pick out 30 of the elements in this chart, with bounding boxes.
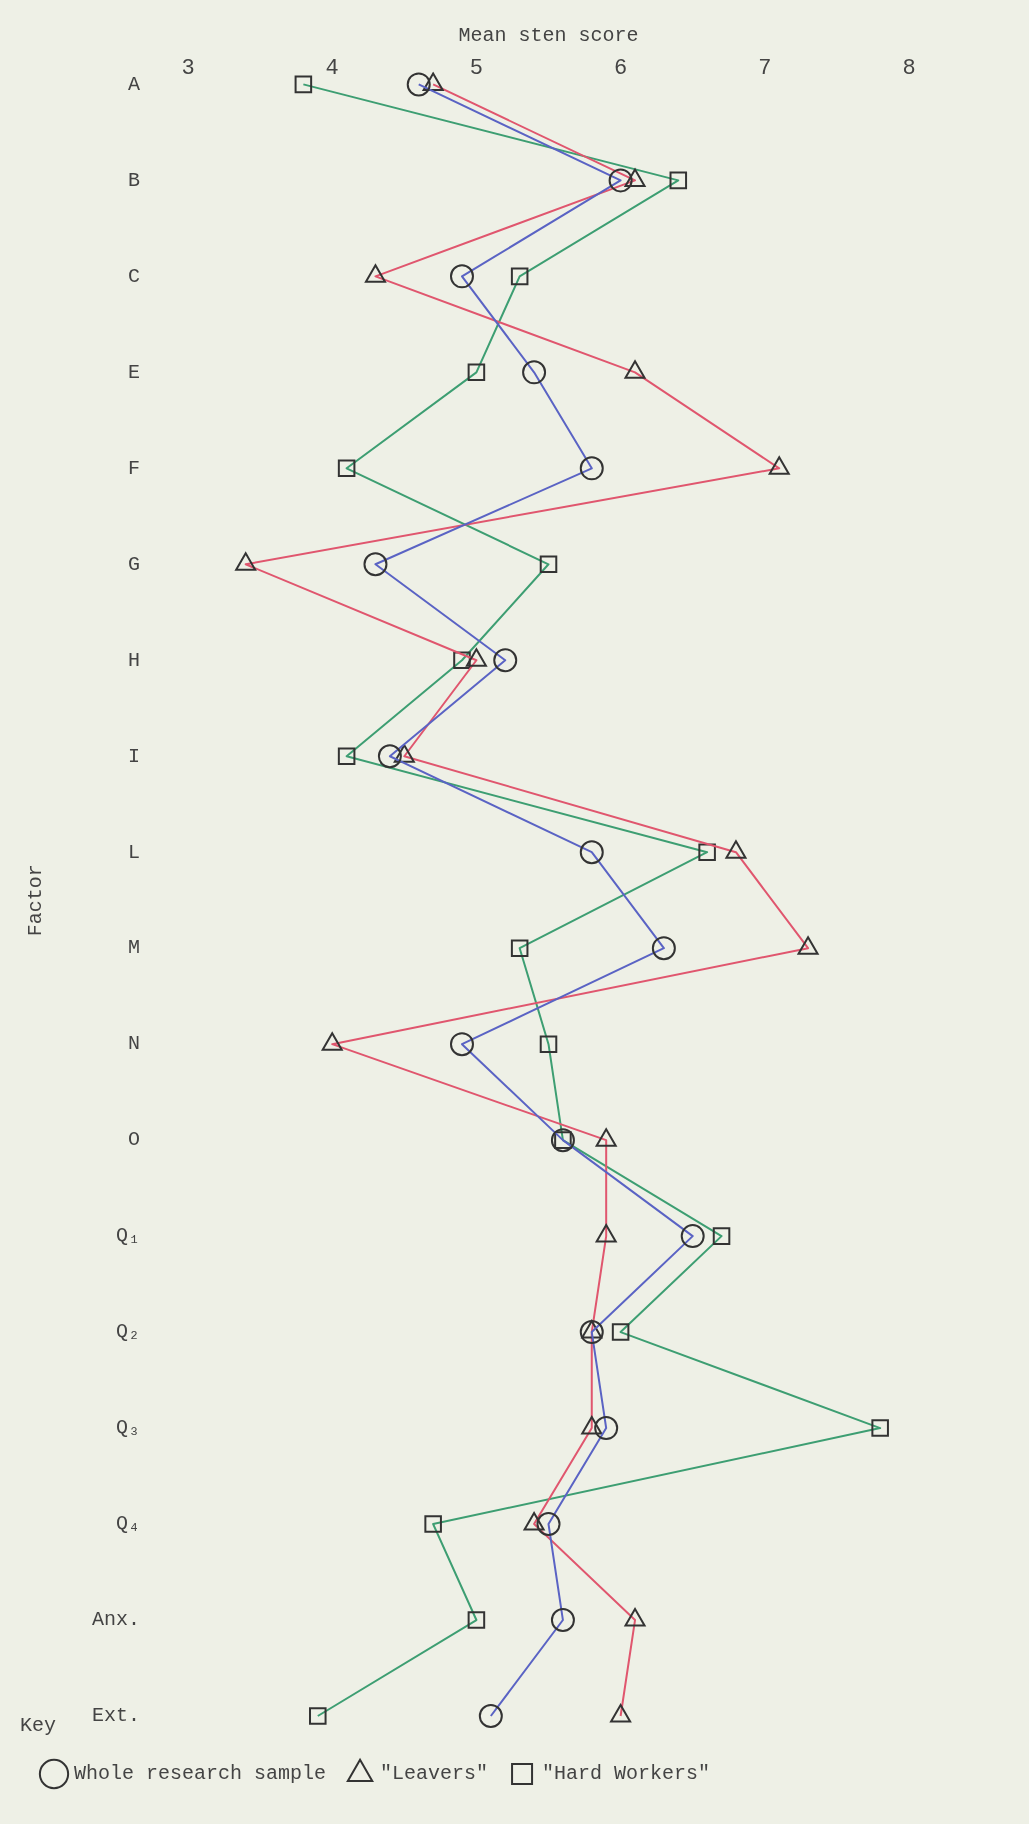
y-tick-label: C (127, 264, 141, 288)
y-tick-label: H (127, 648, 141, 672)
y-tick-label: Q₄ (115, 1512, 141, 1536)
x-tick-label: 4 (325, 56, 339, 82)
y-tick-label: O (127, 1128, 141, 1152)
y-tick-label: B (127, 168, 141, 192)
x-tick-label: 5 (469, 56, 484, 82)
x-tick-label: 8 (902, 56, 916, 82)
legend-label: "Hard Workers" (542, 1762, 711, 1786)
x-axis-title: Mean sten score (458, 24, 639, 48)
y-tick-label: Q₁ (115, 1224, 141, 1248)
y-tick-label: N (127, 1032, 141, 1056)
y-tick-label: F (127, 456, 141, 480)
y-tick-label: M (127, 936, 141, 960)
y-tick-label: L (127, 840, 141, 864)
y-tick-label: A (127, 72, 141, 96)
x-tick-label: 3 (181, 56, 195, 82)
x-tick-label: 6 (614, 56, 628, 82)
legend-title: Key (20, 1714, 57, 1738)
y-axis-title: Factor (24, 864, 48, 937)
y-tick-label: Q₂ (115, 1320, 141, 1344)
y-tick-label: Anx. (91, 1608, 141, 1632)
y-tick-label: E (127, 360, 141, 384)
y-tick-label: Ext. (91, 1704, 141, 1728)
legend-label: Whole research sample (74, 1762, 327, 1786)
x-tick-label: 7 (758, 56, 772, 82)
y-tick-label: G (127, 552, 141, 576)
y-tick-label: Q₃ (115, 1416, 141, 1440)
legend-label: "Leavers" (380, 1762, 489, 1786)
y-tick-label: I (127, 744, 141, 768)
